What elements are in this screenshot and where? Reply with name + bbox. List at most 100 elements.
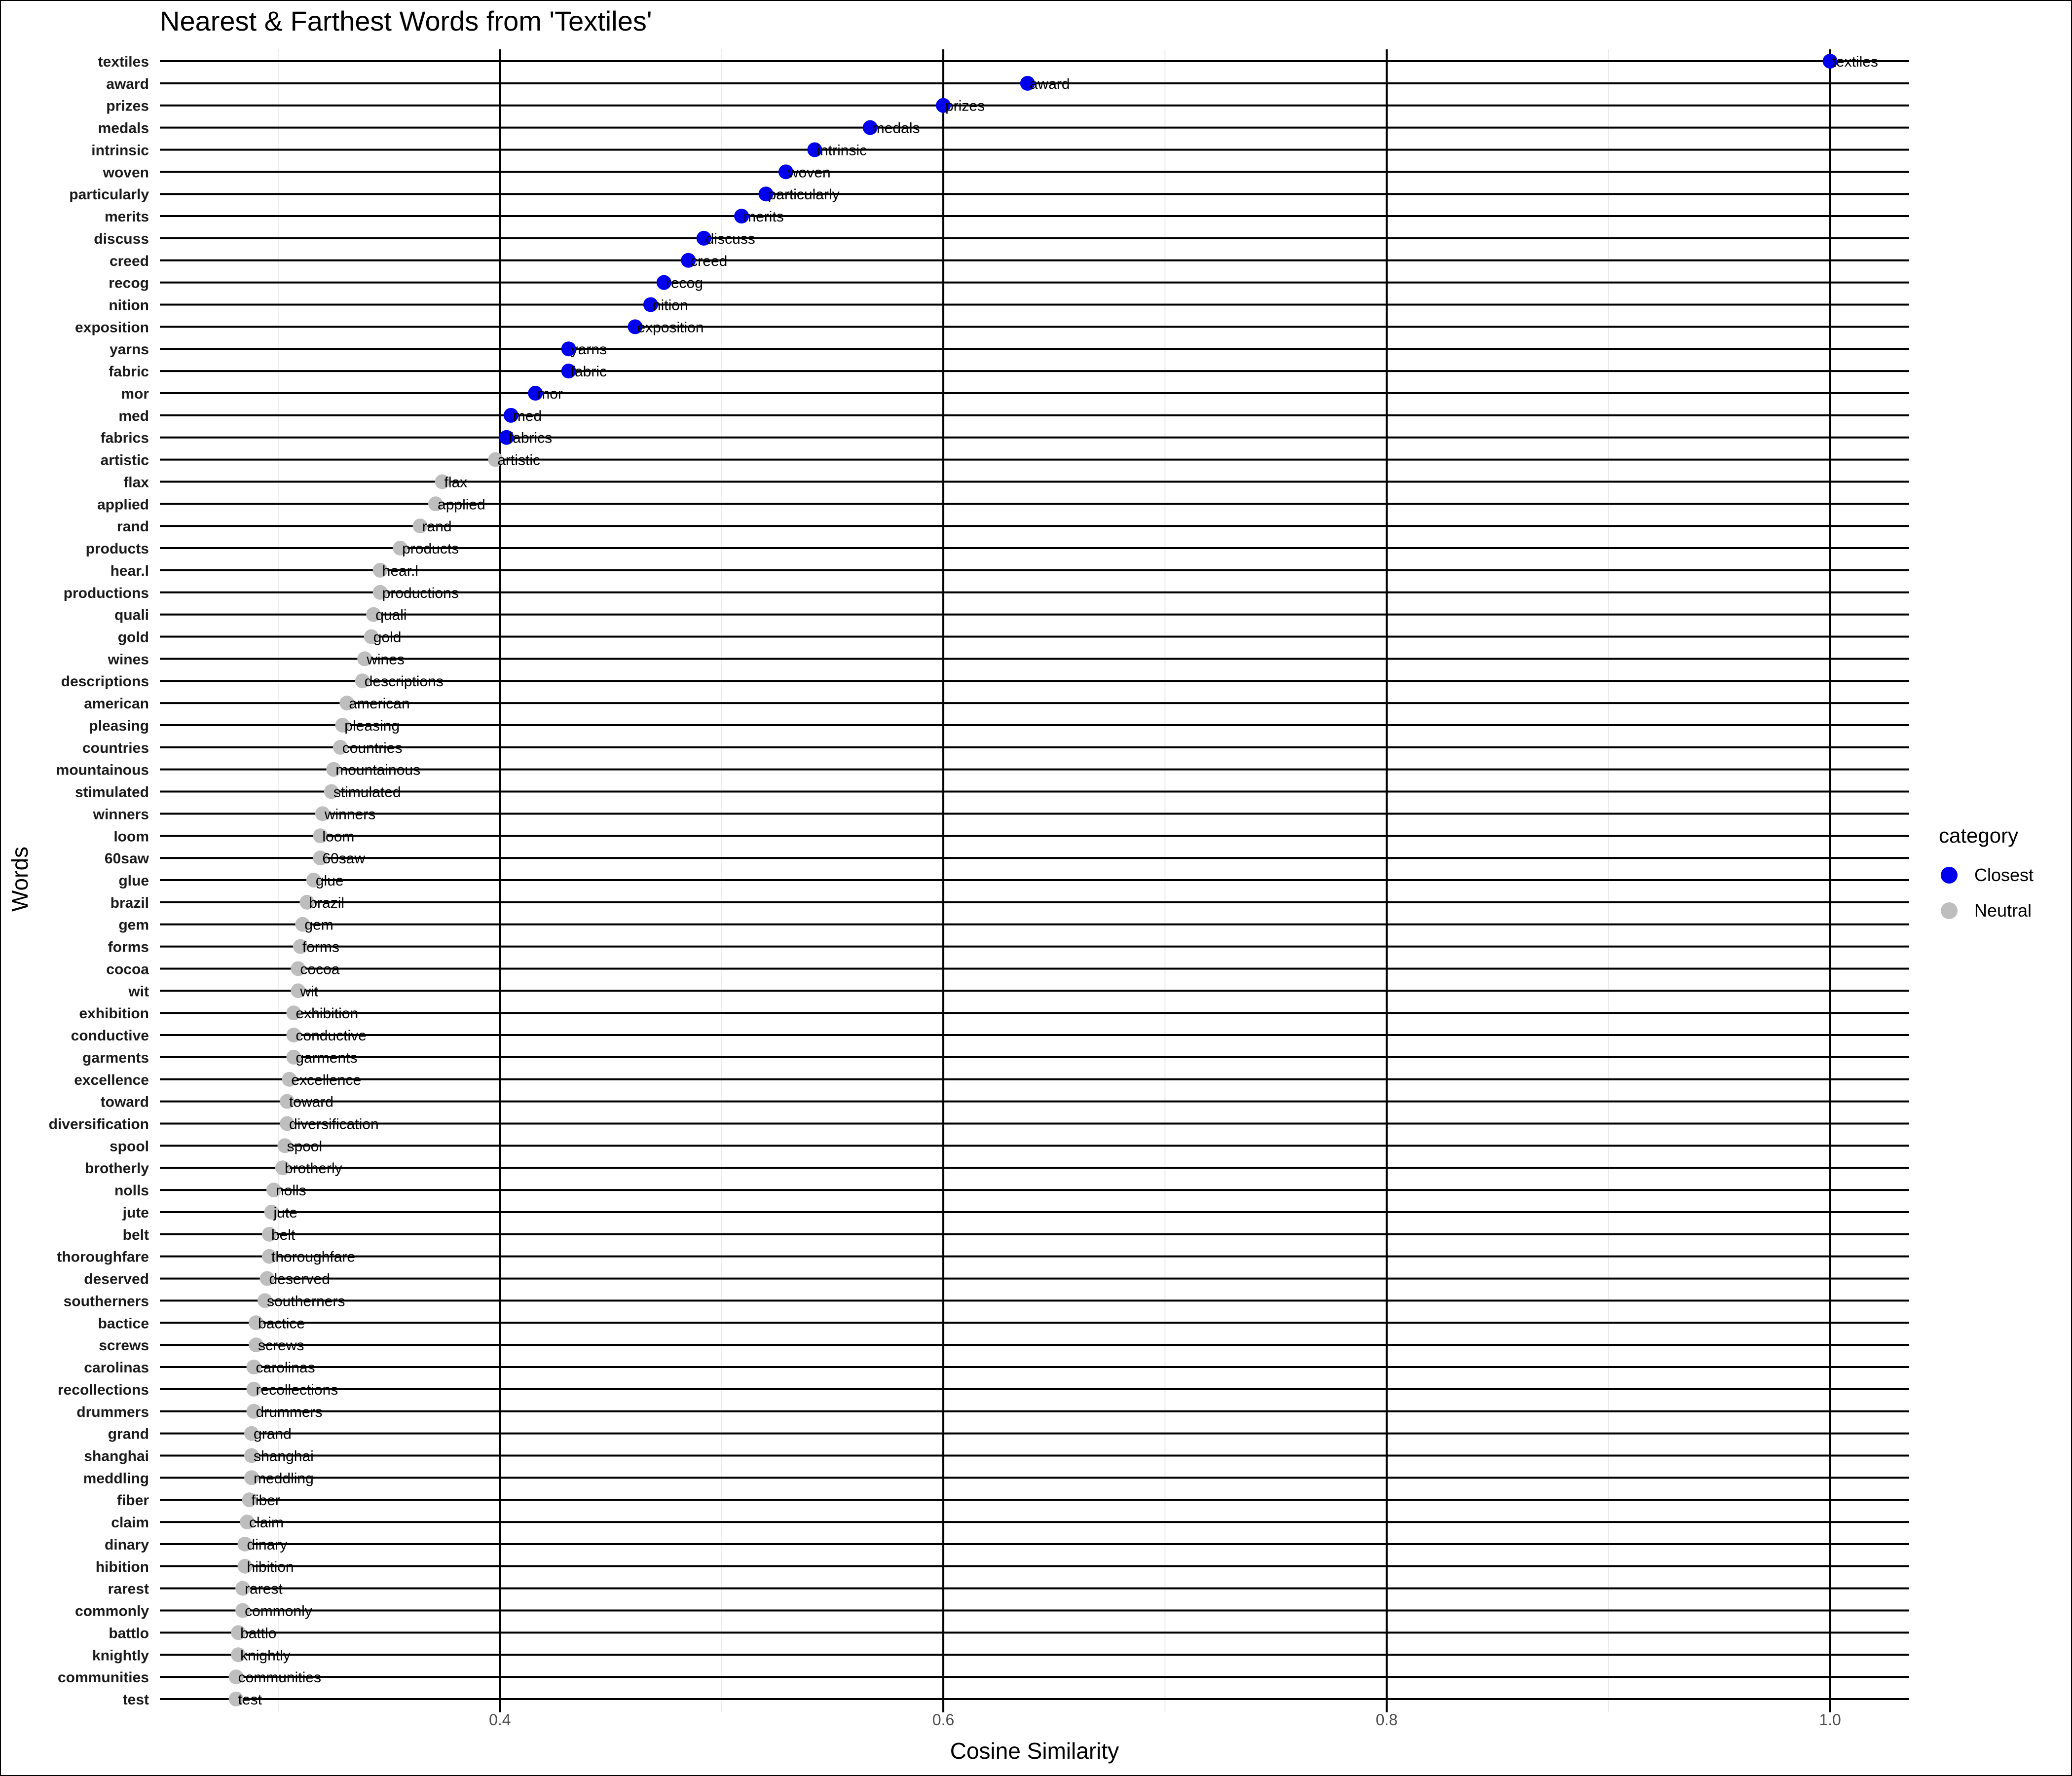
chart-title: Nearest & Farthest Words from 'Textiles' — [160, 5, 652, 37]
y-tick-label: 60saw — [105, 851, 149, 867]
y-tick-label: medals — [98, 120, 149, 137]
data-point — [295, 917, 310, 932]
data-point — [628, 319, 643, 334]
point-label: exposition — [637, 319, 703, 335]
point-label: discuss — [706, 231, 755, 247]
legend-swatch-closest — [1941, 867, 1958, 884]
data-point — [246, 1404, 261, 1419]
point-label: textiles — [1832, 54, 1878, 70]
point-label: stimulated — [333, 784, 401, 801]
y-tick-label: creed — [110, 253, 149, 269]
y-tick-label: american — [84, 696, 149, 712]
point-label: wit — [299, 983, 318, 999]
data-point — [656, 275, 671, 290]
point-label: fiber — [252, 1492, 280, 1509]
y-tick-label: rarest — [108, 1581, 149, 1597]
data-point — [1822, 54, 1838, 69]
legend-item-closest: Closest — [1939, 857, 2034, 893]
point-label: pleasing — [344, 718, 400, 734]
point-label: merits — [743, 209, 784, 225]
y-tick-label: wines — [108, 651, 149, 667]
y-tick-label: knightly — [92, 1647, 149, 1664]
y-tick-label: countries — [82, 740, 149, 756]
legend-label-neutral: Neutral — [1974, 900, 2032, 921]
point-label: artistic — [497, 452, 540, 469]
point-label: wines — [366, 651, 405, 667]
point-label: med — [513, 408, 542, 424]
data-point — [333, 740, 348, 755]
data-point — [306, 873, 321, 888]
point-label: claim — [249, 1515, 284, 1531]
point-label: knightly — [240, 1647, 291, 1664]
data-point — [734, 209, 749, 224]
point-label: diversification — [289, 1116, 379, 1133]
x-tick-label: 0.6 — [932, 1711, 954, 1729]
y-tick-label: garments — [82, 1050, 149, 1066]
data-point — [286, 1028, 301, 1043]
y-tick-label: fabrics — [101, 430, 149, 446]
point-label: grand — [254, 1426, 292, 1443]
data-point — [261, 1226, 277, 1242]
point-label: award — [1030, 76, 1070, 92]
data-point — [324, 784, 339, 799]
y-tick-label: communities — [58, 1669, 149, 1686]
data-point — [315, 806, 330, 821]
y-tick-label: recog — [109, 275, 149, 292]
point-label: prizes — [945, 98, 985, 114]
point-label: 60saw — [322, 851, 365, 867]
y-tick-label: merits — [105, 209, 149, 225]
point-label: medals — [872, 120, 920, 137]
y-tick-label: belt — [123, 1227, 149, 1243]
data-point — [242, 1492, 257, 1508]
data-point — [412, 518, 428, 534]
point-label: meddling — [254, 1470, 314, 1486]
data-point — [286, 1005, 301, 1021]
data-point — [372, 585, 388, 600]
data-point — [339, 696, 355, 711]
data-point — [258, 1293, 273, 1308]
point-label: carolinas — [256, 1360, 315, 1376]
data-point — [561, 364, 576, 379]
point-label: american — [349, 696, 409, 712]
y-tick-label: commonly — [75, 1603, 149, 1620]
point-label: shanghai — [254, 1448, 314, 1464]
y-tick-label: forms — [108, 939, 149, 956]
point-label: gold — [373, 629, 402, 645]
y-tick-label: excellence — [74, 1072, 149, 1088]
y-tick-label: products — [86, 541, 149, 557]
y-tick-label: thoroughfare — [57, 1249, 149, 1265]
data-point — [275, 1160, 290, 1176]
data-point — [291, 961, 306, 976]
point-label: intrinsic — [816, 142, 867, 158]
y-tick-label: descriptions — [61, 673, 149, 690]
y-tick-label: recollections — [58, 1382, 149, 1398]
data-point — [231, 1625, 246, 1640]
y-tick-label: woven — [103, 164, 149, 181]
point-label: recollections — [256, 1382, 338, 1398]
point-label: spool — [287, 1138, 322, 1154]
data-point — [235, 1581, 251, 1596]
data-point — [261, 1249, 277, 1264]
point-label: rarest — [245, 1581, 283, 1597]
y-tick-label: shanghai — [84, 1448, 149, 1464]
y-tick-label: wit — [128, 983, 149, 999]
point-label: countries — [342, 740, 403, 756]
point-label: commonly — [245, 1603, 312, 1620]
y-tick-label: conductive — [71, 1028, 149, 1044]
point-label: brotherly — [285, 1160, 342, 1177]
data-point — [228, 1692, 244, 1706]
point-label: toward — [289, 1094, 333, 1110]
data-point — [758, 186, 774, 202]
point-label: loom — [322, 828, 354, 845]
y-tick-label: mountainous — [56, 762, 149, 778]
data-point — [696, 230, 711, 246]
legend-label-closest: Closest — [1974, 865, 2034, 885]
y-tick-label: glue — [118, 873, 149, 889]
point-label: flax — [444, 474, 468, 490]
y-tick-label: award — [106, 76, 149, 92]
point-label: mor — [537, 386, 563, 402]
data-point — [244, 1426, 259, 1441]
x-tick-label: 0.8 — [1376, 1711, 1398, 1729]
data-point — [561, 341, 576, 357]
